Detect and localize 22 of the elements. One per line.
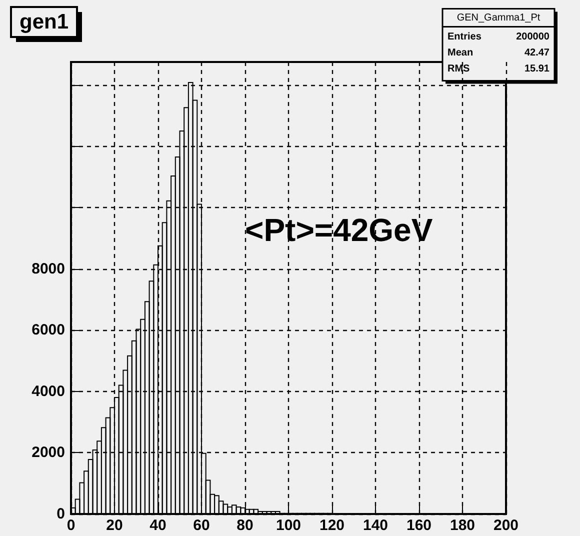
y-tick-label: 2000 — [32, 444, 65, 462]
x-tick-label: 180 — [450, 517, 476, 534]
x-tick-label: 40 — [150, 517, 166, 534]
x-tick-label: 20 — [106, 517, 123, 534]
chart-title: gen1 — [19, 10, 69, 34]
text: GEN_Gamma1_Pt — [456, 12, 540, 24]
x-tick-label: 120 — [319, 517, 345, 534]
x-tick-label: 0 — [66, 517, 76, 534]
x-tick-label: 60 — [193, 517, 210, 534]
y-tick-label: 0 — [56, 506, 65, 522]
text: RMS 15.91 — [448, 63, 550, 74]
annotation: <Pt>=42GeV — [245, 212, 434, 248]
y-tick-label: 8000 — [32, 260, 65, 278]
x-tick-label: 160 — [406, 517, 432, 534]
x-tick-label: 140 — [362, 517, 388, 534]
y-tick-label: 6000 — [32, 322, 65, 339]
x-tick-label: 80 — [236, 517, 254, 534]
y-tick-label: 4000 — [32, 382, 65, 400]
text: Mean 42.47 — [448, 47, 550, 58]
x-tick-label: 200 — [493, 517, 519, 534]
text: Entries 200000 — [448, 31, 550, 42]
x-tick-label: 100 — [276, 517, 302, 534]
